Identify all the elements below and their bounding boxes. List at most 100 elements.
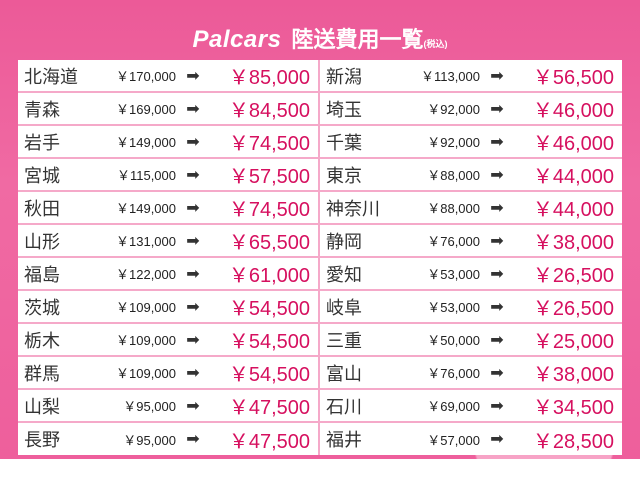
prefecture: 群馬 <box>24 363 60 384</box>
discount-price: ￥46,000 <box>532 133 614 155</box>
original-price: ￥149,000 <box>116 201 176 216</box>
discount-price: ￥54,500 <box>228 331 310 353</box>
arrow-right-icon: ➡ <box>490 364 504 382</box>
arrow-right-icon: ➡ <box>490 166 504 184</box>
discount-price: ￥74,500 <box>228 199 310 221</box>
discount-price: ￥54,500 <box>228 364 310 386</box>
arrow-right-icon: ➡ <box>186 431 200 448</box>
prefecture: 三重 <box>326 330 362 351</box>
prefecture: 栃木 <box>24 330 60 351</box>
prefecture: 茨城 <box>24 297 60 318</box>
right-column: 新潟 ￥113,000 ➡ ￥56,500 埼玉 ￥92,000 ➡ ￥46,000 千葉 ￥92… <box>320 60 622 455</box>
table-row: 神奈川 ￥88,000 ➡ ￥44,000 <box>320 192 622 223</box>
arrow-right-icon: ➡ <box>186 133 200 151</box>
arrow-right-icon: ➡ <box>186 166 200 184</box>
table-row: 長野 ￥95,000 ➡ ￥47,500 <box>18 423 318 455</box>
original-price: ￥76,000 <box>427 366 480 381</box>
table-row: 埼玉 ￥92,000 ➡ ￥46,000 <box>320 93 622 124</box>
original-price: ￥131,000 <box>116 234 176 249</box>
arrow-right-icon: ➡ <box>186 364 200 382</box>
discount-price: ￥47,500 <box>228 397 310 419</box>
original-price: ￥169,000 <box>116 102 176 117</box>
original-price: ￥95,000 <box>123 399 176 414</box>
original-price: ￥50,000 <box>427 333 480 348</box>
prefecture: 岩手 <box>24 132 60 153</box>
arrow-right-icon: ➡ <box>490 265 504 283</box>
prefecture: 宮城 <box>24 165 60 186</box>
table-row: 新潟 ￥113,000 ➡ ￥56,500 <box>320 60 622 91</box>
table-row: 青森 ￥169,000 ➡ ￥84,500 <box>18 93 318 124</box>
arrow-right-icon: ➡ <box>186 100 200 118</box>
arrow-right-icon: ➡ <box>490 232 504 250</box>
original-price: ￥113,000 <box>420 69 480 84</box>
discount-price: ￥57,500 <box>228 166 310 188</box>
original-price: ￥88,000 <box>427 168 480 183</box>
discount-price: ￥56,500 <box>532 67 614 89</box>
original-price: ￥170,000 <box>116 69 176 84</box>
discount-price: ￥46,000 <box>532 100 614 122</box>
original-price: ￥115,000 <box>116 168 176 183</box>
prefecture: 新潟 <box>326 66 362 87</box>
discount-price: ￥25,000 <box>532 331 614 353</box>
header: Palcars 陸送費用一覧(税込) <box>0 22 640 54</box>
arrow-right-icon: ➡ <box>490 133 504 151</box>
original-price: ￥57,000 <box>427 432 480 448</box>
discount-price: ￥38,000 <box>532 232 614 254</box>
original-price: ￥109,000 <box>116 366 176 381</box>
prefecture: 青森 <box>24 99 60 120</box>
arrow-right-icon: ➡ <box>490 199 504 217</box>
table-row: 東京 ￥88,000 ➡ ￥44,000 <box>320 159 622 190</box>
left-column: 北海道 ￥170,000 ➡ ￥85,000 青森 ￥169,000 ➡ ￥84,500 岩手 ￥… <box>18 60 318 455</box>
discount-price: ￥74,500 <box>228 133 310 155</box>
original-price: ￥92,000 <box>427 135 480 150</box>
arrow-right-icon: ➡ <box>186 199 200 217</box>
discount-price: ￥34,500 <box>532 397 614 419</box>
discount-price: ￥44,000 <box>532 166 614 188</box>
table-row: 福井 ￥57,000 ➡ ￥28,500 <box>320 423 622 455</box>
prefecture: 埼玉 <box>326 99 362 120</box>
prefecture: 愛知 <box>326 264 362 285</box>
table-row: 宮城 ￥115,000 ➡ ￥57,500 <box>18 159 318 190</box>
table-row: 群馬 ￥109,000 ➡ ￥54,500 <box>18 357 318 388</box>
original-price: ￥95,000 <box>123 432 176 448</box>
arrow-right-icon: ➡ <box>490 431 504 448</box>
table-row: 岐阜 ￥53,000 ➡ ￥26,500 <box>320 291 622 322</box>
table-row: 福島 ￥122,000 ➡ ￥61,000 <box>18 258 318 289</box>
table-row: 静岡 ￥76,000 ➡ ￥38,000 <box>320 225 622 256</box>
discount-price: ￥47,500 <box>228 430 310 453</box>
discount-price: ￥44,000 <box>532 199 614 221</box>
table-row: 富山 ￥76,000 ➡ ￥38,000 <box>320 357 622 388</box>
table-row: 北海道 ￥170,000 ➡ ￥85,000 <box>18 60 318 91</box>
original-price: ￥53,000 <box>427 267 480 282</box>
table-row: 秋田 ￥149,000 ➡ ￥74,500 <box>18 192 318 223</box>
prefecture: 長野 <box>24 430 60 450</box>
original-price: ￥122,000 <box>116 267 176 282</box>
price-table: 北海道 ￥170,000 ➡ ￥85,000 青森 ￥169,000 ➡ ￥84,500 岩手 ￥… <box>18 60 622 455</box>
table-row: 三重 ￥50,000 ➡ ￥25,000 <box>320 324 622 355</box>
original-price: ￥69,000 <box>427 399 480 414</box>
arrow-right-icon: ➡ <box>186 67 200 85</box>
arrow-right-icon: ➡ <box>186 397 200 415</box>
arrow-right-icon: ➡ <box>490 331 504 349</box>
discount-price: ￥38,000 <box>532 364 614 386</box>
prefecture: 岐阜 <box>326 297 362 318</box>
arrow-right-icon: ➡ <box>490 100 504 118</box>
original-price: ￥109,000 <box>116 333 176 348</box>
original-price: ￥109,000 <box>116 300 176 315</box>
banner: Palcars 陸送費用一覧(税込) 北海道 ￥170,000 ➡ ￥85,000 青森 ￥… <box>0 0 640 459</box>
discount-price: ￥28,500 <box>532 430 614 453</box>
prefecture: 福島 <box>24 264 60 285</box>
arrow-right-icon: ➡ <box>186 265 200 283</box>
tax-note: (税込) <box>423 39 448 49</box>
arrow-right-icon: ➡ <box>490 397 504 415</box>
original-price: ￥92,000 <box>427 102 480 117</box>
original-price: ￥88,000 <box>427 201 480 216</box>
table-row: 茨城 ￥109,000 ➡ ￥54,500 <box>18 291 318 322</box>
original-price: ￥53,000 <box>427 300 480 315</box>
prefecture: 石川 <box>326 396 362 417</box>
prefecture: 山形 <box>24 231 60 252</box>
prefecture: 千葉 <box>326 132 362 153</box>
prefecture: 福井 <box>326 430 362 450</box>
prefecture: 山梨 <box>24 396 60 417</box>
discount-price: ￥26,500 <box>532 298 614 320</box>
